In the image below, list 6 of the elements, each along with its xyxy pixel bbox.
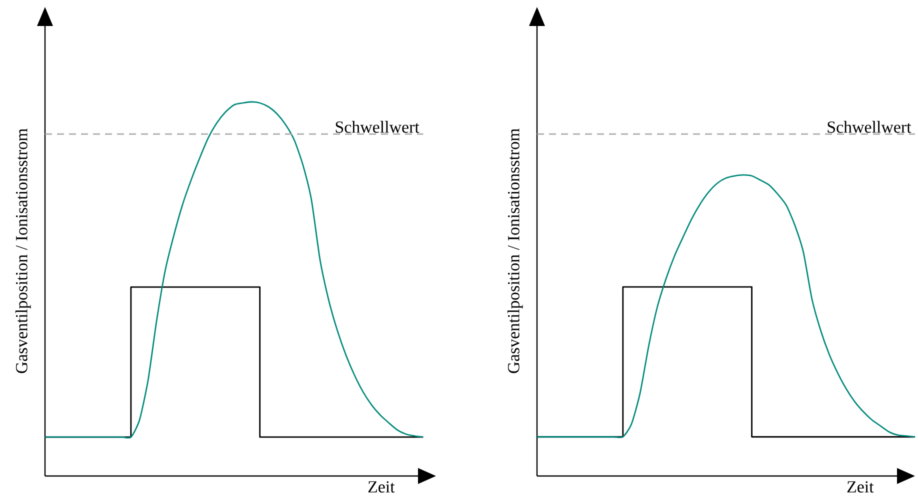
x-axis-title: Zeit xyxy=(847,481,874,493)
ref-line-label: Schwellwert xyxy=(828,120,912,133)
x-axis-title: Zeit xyxy=(368,481,395,493)
y-axis-title: Gasventilposition / Ionisationsstrom xyxy=(15,128,31,374)
ref-line-label: Schwellwert xyxy=(336,120,420,133)
y-axis-title: Gasventilposition / Ionisationsstrom xyxy=(507,128,523,374)
